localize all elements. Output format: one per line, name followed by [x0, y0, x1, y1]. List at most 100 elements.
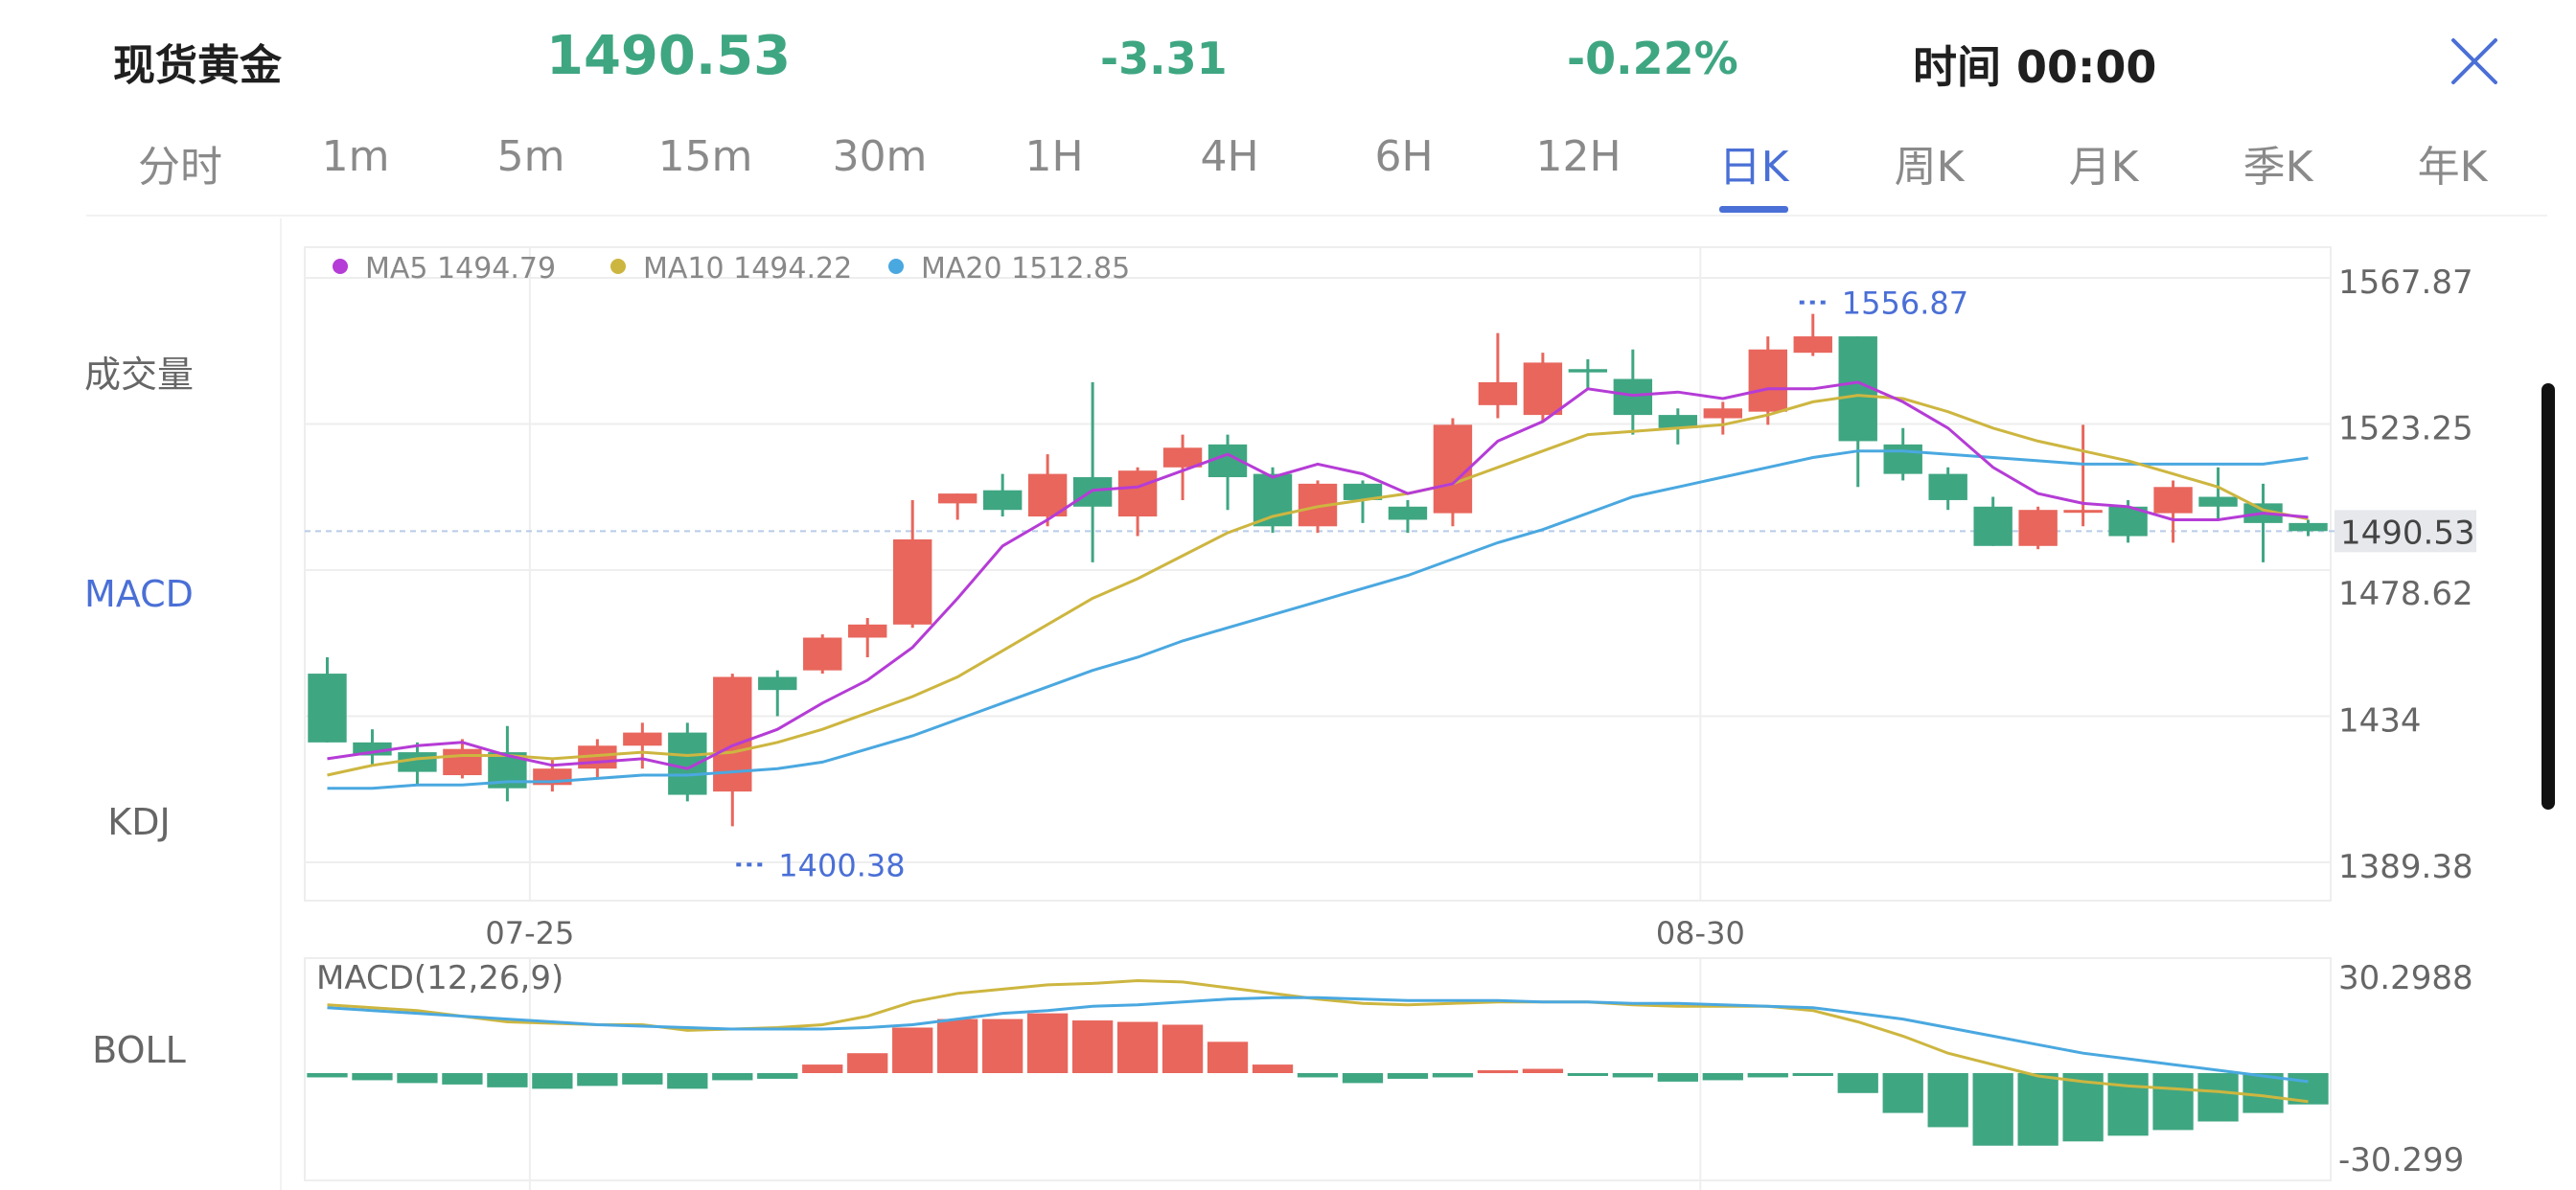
- tab-30m[interactable]: 30m: [832, 132, 928, 181]
- candle-body: [1117, 470, 1158, 517]
- ma10-line: [327, 394, 2309, 777]
- legend-label: MA20 1512.85: [921, 252, 1130, 286]
- candle-body: [982, 490, 1023, 511]
- tab-4h[interactable]: 4H: [1200, 132, 1259, 181]
- tab-5m[interactable]: 5m: [496, 132, 565, 181]
- candle-body: [892, 538, 932, 625]
- tab-monthly-k[interactable]: 月K: [2068, 143, 2139, 192]
- indicator-volume[interactable]: 成交量: [83, 354, 195, 396]
- scrollbar[interactable]: [2542, 383, 2555, 810]
- high-marker-label: 1556.87: [1842, 286, 1968, 322]
- tab-1m[interactable]: 1m: [321, 132, 390, 181]
- candle-body: [1343, 483, 1383, 500]
- macd-histogram-bar: [847, 1053, 888, 1073]
- macd-histogram-bar: [1522, 1068, 1564, 1073]
- macd-histogram-bar: [1387, 1073, 1429, 1079]
- candle-body: [1433, 424, 1473, 514]
- macd-histogram-bar: [1702, 1073, 1743, 1081]
- candle-body: [308, 674, 347, 743]
- candle-body: [1027, 473, 1068, 517]
- active-tab-indicator: [1719, 206, 1788, 213]
- macd-histogram-bar: [892, 1027, 933, 1073]
- macd-y-max: 30.2988: [2338, 959, 2473, 997]
- tab-daily-k[interactable]: 日K: [1718, 143, 1789, 192]
- macd-histogram-bar: [757, 1073, 798, 1079]
- macd-histogram-bar: [2152, 1073, 2194, 1131]
- candle-body: [2153, 487, 2193, 514]
- macd-histogram-bar: [1207, 1041, 1249, 1073]
- macd-histogram-bar: [307, 1073, 348, 1078]
- candle-body: [2018, 510, 2058, 546]
- y-tick-label: 1389.38: [2338, 848, 2473, 886]
- candle-body: [1613, 378, 1653, 416]
- tab-6h[interactable]: 6H: [1374, 132, 1434, 181]
- tab-12h[interactable]: 12H: [1535, 132, 1622, 181]
- y-tick-label: 1478.62: [2338, 575, 2473, 613]
- x-tick-label: 07-25: [485, 915, 574, 951]
- tab-1h[interactable]: 1H: [1024, 132, 1084, 181]
- candle-body: [1523, 362, 1563, 416]
- macd-histogram-bar: [1657, 1073, 1698, 1082]
- current-price-label: 1490.53: [2340, 514, 2475, 552]
- candle-body: [443, 748, 482, 776]
- price-change-percent: -0.22%: [1567, 33, 1738, 84]
- tab-fenshi[interactable]: 分时: [138, 143, 222, 192]
- candle-body: [713, 676, 752, 792]
- macd-histogram-bar: [1342, 1073, 1384, 1084]
- legend-label: MA5 1494.79: [365, 252, 556, 286]
- candle-body: [1703, 408, 1743, 419]
- macd-histogram-bar: [1972, 1073, 2013, 1146]
- instrument-title: 现货黄金: [113, 41, 282, 90]
- macd-histogram-bar: [442, 1073, 483, 1085]
- macd-histogram-bar: [1116, 1021, 1159, 1073]
- macd-histogram-bar: [352, 1073, 393, 1081]
- macd-histogram-bar: [2242, 1073, 2284, 1113]
- macd-histogram-bar: [1792, 1073, 1833, 1076]
- macd-histogram-bar: [1071, 1020, 1114, 1073]
- macd-histogram-bar: [2197, 1073, 2239, 1122]
- tabs-divider: [86, 215, 2547, 217]
- macd-histogram-bar: [937, 1018, 978, 1073]
- main-plot-frame: [304, 246, 2332, 902]
- legend-marker: [333, 259, 348, 274]
- candle-body: [1478, 381, 1518, 405]
- current-price-box: [2334, 510, 2476, 553]
- tab-yearly-k[interactable]: 年K: [2417, 143, 2488, 192]
- macd-histogram-bar: [712, 1073, 753, 1081]
- candle-body: [1388, 506, 1428, 520]
- macd-histogram-bar: [2017, 1073, 2058, 1146]
- y-tick-label: 1567.87: [2338, 263, 2473, 302]
- macd-histogram-bar: [1882, 1073, 1923, 1113]
- tab-15m[interactable]: 15m: [657, 132, 753, 181]
- tab-quarterly-k[interactable]: 季K: [2242, 143, 2313, 192]
- macd-histogram-bar: [577, 1073, 618, 1087]
- candle-body: [1793, 336, 1832, 354]
- candle-body: [2288, 522, 2328, 532]
- macd-histogram-bar: [1162, 1024, 1204, 1073]
- macd-histogram-bar: [487, 1073, 528, 1087]
- candle-body: [803, 637, 842, 671]
- macd-histogram-bar: [1837, 1073, 1878, 1093]
- close-icon[interactable]: [2446, 33, 2503, 90]
- macd-histogram-bar: [1747, 1073, 1788, 1078]
- candle-body: [1568, 369, 1608, 373]
- macd-histogram-bar: [1567, 1073, 1609, 1076]
- indicator-macd[interactable]: MACD: [84, 573, 194, 615]
- macd-histogram-bar: [1026, 1013, 1069, 1073]
- candle-body: [2198, 496, 2238, 507]
- macd-histogram-bar: [667, 1073, 708, 1089]
- legend-marker: [610, 259, 626, 274]
- macd-histogram-bar: [1612, 1073, 1653, 1078]
- current-price: 1490.53: [546, 25, 792, 87]
- candle-body: [937, 493, 978, 504]
- price-change: -3.31: [1100, 33, 1228, 84]
- macd-title: MACD(12,26,9): [316, 959, 564, 997]
- macd-y-min: -30.299: [2338, 1141, 2464, 1179]
- macd-histogram-bar: [982, 1018, 1024, 1073]
- macd-dif-line: [327, 995, 2309, 1084]
- candle-body: [758, 676, 797, 691]
- tab-weekly-k[interactable]: 周K: [1894, 143, 1965, 192]
- indicator-boll[interactable]: BOLL: [92, 1029, 186, 1071]
- indicator-kdj[interactable]: KDJ: [107, 801, 171, 843]
